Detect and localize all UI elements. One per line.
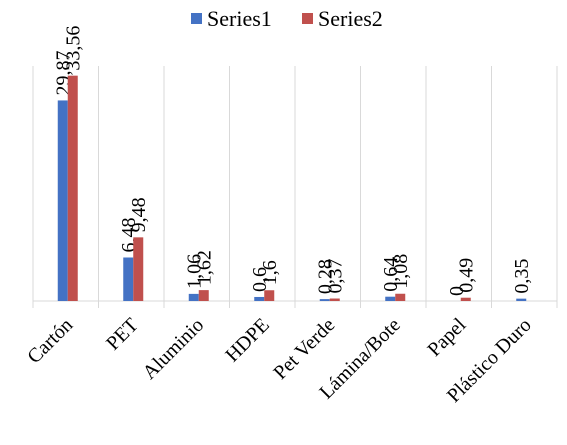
bar-series2 <box>395 293 406 301</box>
bar-series2 <box>264 290 275 301</box>
bar-series1 <box>254 296 265 301</box>
bar-series1 <box>385 296 396 301</box>
x-tick-label: HDPE <box>221 314 273 366</box>
x-tick-label: Cartón <box>23 314 77 368</box>
legend: Series1 Series2 <box>191 6 383 31</box>
data-label: 0,35 <box>511 259 533 294</box>
x-tick-label: Papel <box>423 314 470 361</box>
data-label: 0,28 <box>315 259 337 294</box>
data-label: 0,6 <box>249 267 271 292</box>
bar-series2 <box>460 297 471 301</box>
bar-series1 <box>123 257 134 301</box>
bar-series2 <box>133 237 144 301</box>
data-label: 1,06 <box>184 254 206 289</box>
x-tick-label: Aluminio <box>139 314 209 384</box>
bar-series1 <box>516 298 527 301</box>
legend-label-series2: Series2 <box>318 6 383 31</box>
data-label: 1,62 <box>194 250 216 285</box>
bar-series2 <box>198 290 209 301</box>
x-tick-label: PET <box>102 314 143 355</box>
data-label: 0,64 <box>380 257 402 292</box>
data-label: 1,6 <box>259 260 281 285</box>
bar-series2 <box>67 75 78 301</box>
bar-series1 <box>188 293 199 301</box>
data-label: 33,56 <box>63 26 85 71</box>
data-label: 9,48 <box>128 197 150 232</box>
data-label: 0 <box>446 286 468 296</box>
bar-series1 <box>57 100 68 302</box>
data-label: 1,08 <box>390 254 412 289</box>
legend-swatch-series1 <box>191 13 202 24</box>
data-label: 0,37 <box>325 259 347 294</box>
legend-label-series1: Series1 <box>207 6 272 31</box>
bar-series2 <box>329 298 340 301</box>
legend-swatch-series2 <box>302 13 313 24</box>
data-label: 0,49 <box>456 258 478 293</box>
bar-series1 <box>319 299 330 301</box>
